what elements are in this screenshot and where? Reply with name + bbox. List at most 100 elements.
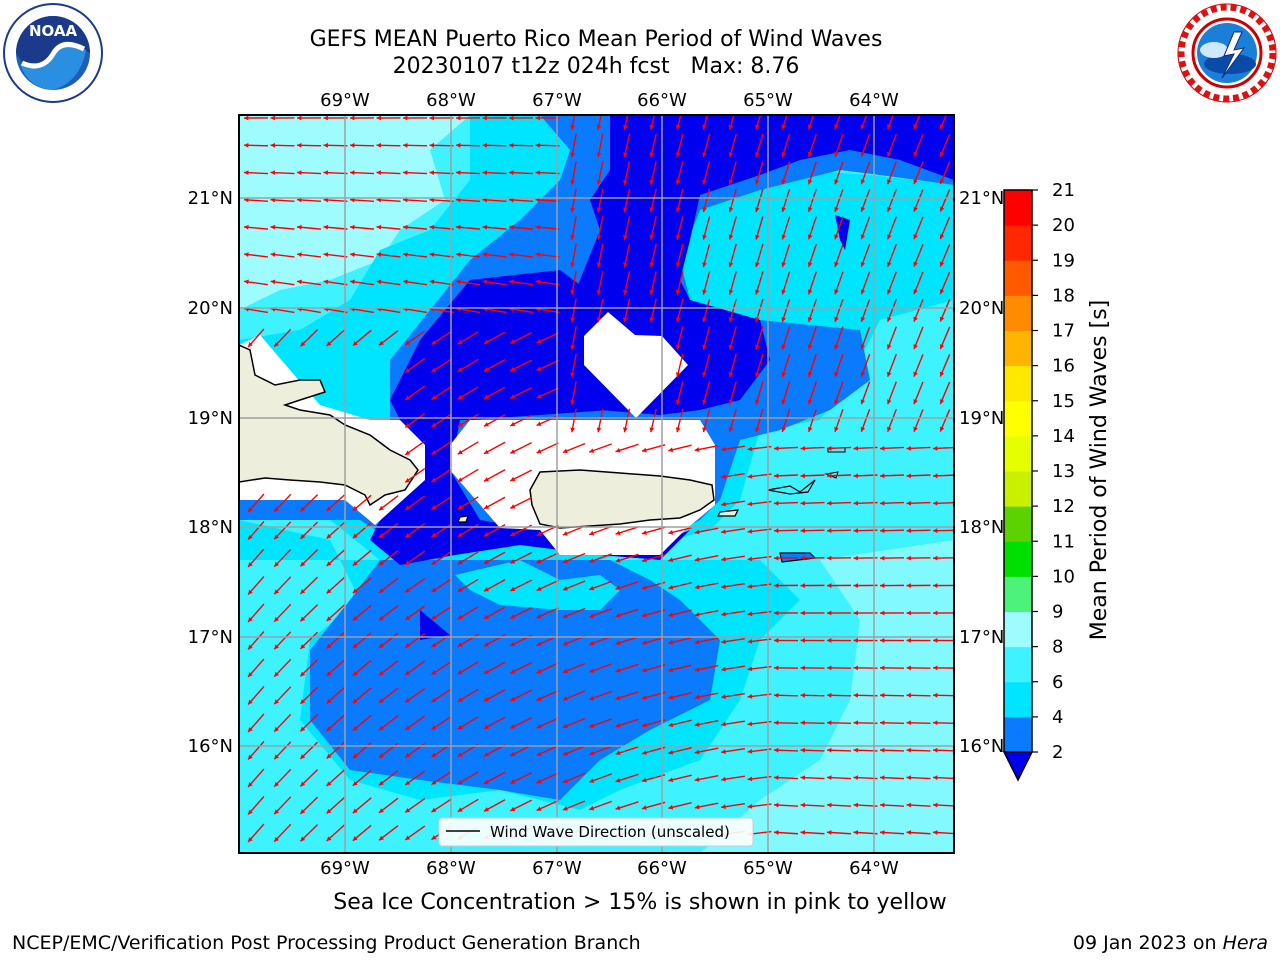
wind-wave-arrow-head	[326, 808, 332, 814]
colorbar-segment	[1004, 716, 1032, 753]
wind-wave-arrow-head	[536, 641, 542, 646]
wind-wave-arrow-head	[403, 197, 408, 203]
colorbar-tick-label: 21	[1052, 180, 1075, 201]
wind-wave-arrow-head	[457, 807, 463, 812]
wind-wave-arrow-head	[887, 206, 892, 212]
wind-wave-arrow-head	[378, 835, 384, 841]
wind-wave-arrow-head	[570, 372, 575, 378]
wind-wave-arrow-head	[649, 289, 655, 295]
wind-wave-arrow-head	[405, 835, 411, 840]
wind-wave-arrow-head	[721, 694, 726, 700]
wind-wave-arrow-head	[350, 142, 355, 148]
wind-wave-arrow-head	[483, 532, 489, 537]
wind-wave-arrow-head	[403, 142, 408, 148]
wind-wave-arrow-head	[457, 614, 463, 620]
wind-wave-arrow-head	[596, 234, 602, 240]
wind-wave-arrow-head	[827, 720, 832, 726]
wind-wave-arrow-head	[728, 207, 734, 213]
wind-wave-arrow-head	[482, 279, 488, 285]
wind-wave-arrow-head	[800, 638, 805, 643]
colorbar-tick-label: 8	[1052, 637, 1063, 658]
wind-wave-arrow-head	[807, 426, 813, 432]
wind-wave-arrow-head	[694, 612, 700, 617]
wind-wave-arrow-head	[457, 669, 463, 675]
wind-wave-arrow-head	[509, 115, 514, 121]
wind-wave-arrow-head	[562, 723, 568, 729]
wind-wave-arrow-head	[376, 197, 382, 203]
wind-wave-arrow-head	[431, 477, 437, 483]
wind-wave-arrow-head	[378, 505, 384, 511]
wind-wave-arrow-head	[668, 584, 674, 590]
wind-wave-arrow-head	[405, 587, 411, 593]
wind-wave-arrow-head	[649, 152, 655, 158]
wind-wave-arrow-head	[933, 720, 938, 726]
wind-wave-arrow-head	[405, 697, 411, 703]
wind-wave-arrow-head	[649, 427, 655, 433]
wind-wave-arrow-head	[562, 696, 568, 701]
wind-wave-arrow-head	[536, 421, 542, 426]
wind-wave-arrow-head	[827, 528, 832, 534]
wind-wave-arrow-head	[536, 696, 542, 701]
wind-wave-arrow-head	[510, 504, 516, 509]
land-puerto-rico	[529, 469, 715, 529]
wind-wave-arrow-head	[747, 474, 753, 479]
wind-wave-arrow-head	[675, 289, 681, 295]
wind-wave-arrow-head	[853, 830, 859, 835]
wind-wave-arrow-head	[483, 504, 489, 509]
contour-8-9-northwest	[239, 115, 470, 310]
wind-wave-arrow-head	[270, 224, 276, 230]
wind-wave-arrow-head	[913, 316, 918, 322]
wind-wave-arrow-head	[887, 234, 892, 240]
wind-wave-arrow-head	[623, 234, 628, 240]
wind-wave-arrow-head	[728, 344, 734, 350]
colorbar-tick-label: 11	[1052, 531, 1075, 552]
wind-wave-arrow-head	[456, 115, 461, 121]
wind-wave-arrow-head	[378, 698, 384, 703]
wind-wave-arrow-head	[457, 449, 463, 455]
gridlines	[239, 115, 954, 853]
wind-wave-arrow-head	[675, 344, 681, 350]
wind-wave-arrow-head	[596, 317, 602, 323]
wind-wave-arrow-head	[589, 585, 595, 591]
wind-wave-arrow-head	[483, 642, 489, 647]
wind-wave-arrow-head	[456, 279, 461, 285]
wind-wave-arrow-head	[510, 394, 516, 399]
wind-wave-arrow-head	[887, 371, 892, 377]
wind-wave-arrow-head	[482, 115, 487, 121]
wind-wave-arrow-head	[457, 422, 463, 427]
wind-wave-arrow-head	[702, 344, 707, 350]
wind-wave-arrow-head	[403, 252, 408, 257]
wind-wave-arrow-head	[300, 589, 306, 594]
wind-wave-arrow-head	[702, 207, 707, 213]
wind-wave-arrow-head	[405, 532, 411, 538]
wind-wave-arrow-head	[906, 775, 912, 781]
colorbar-tick-label: 19	[1052, 250, 1075, 271]
lat-label-right: 18°N	[959, 517, 1004, 538]
wind-wave-arrow-head	[913, 399, 918, 405]
wind-wave-arrow-head	[694, 584, 700, 590]
wind-wave-arrow-head	[781, 317, 786, 322]
wind-wave-arrow-head	[702, 317, 707, 323]
wind-wave-arrow-head	[834, 371, 839, 377]
wind-wave-arrow-head	[675, 207, 681, 213]
colorbar-tick-label: 20	[1052, 215, 1075, 236]
colorbar-segment	[1004, 365, 1032, 402]
wind-wave-arrow-head	[300, 506, 306, 512]
wind-wave-arrow-head	[378, 780, 384, 786]
wind-wave-arrow-head	[827, 500, 832, 506]
wind-wave-arrow-head	[827, 583, 832, 588]
wind-wave-arrow-head	[405, 505, 411, 510]
colorbar-tick-label: 12	[1052, 496, 1075, 517]
lat-label-left: 20°N	[188, 298, 233, 319]
wind-wave-arrow-head	[378, 643, 384, 648]
wind-wave-arrow-head	[668, 667, 674, 673]
colorbar-segment	[1004, 646, 1032, 683]
wind-wave-arrow-head	[596, 179, 602, 185]
lon-label-top: 66°W	[637, 90, 687, 111]
wind-wave-arrow-head	[913, 371, 918, 377]
wind-wave-arrow-head	[906, 555, 911, 561]
wind-wave-arrow-head	[403, 279, 408, 285]
wind-wave-arrow-head	[248, 342, 253, 348]
wind-wave-arrow-head	[326, 533, 332, 539]
wind-wave-arrow-head	[933, 583, 938, 588]
